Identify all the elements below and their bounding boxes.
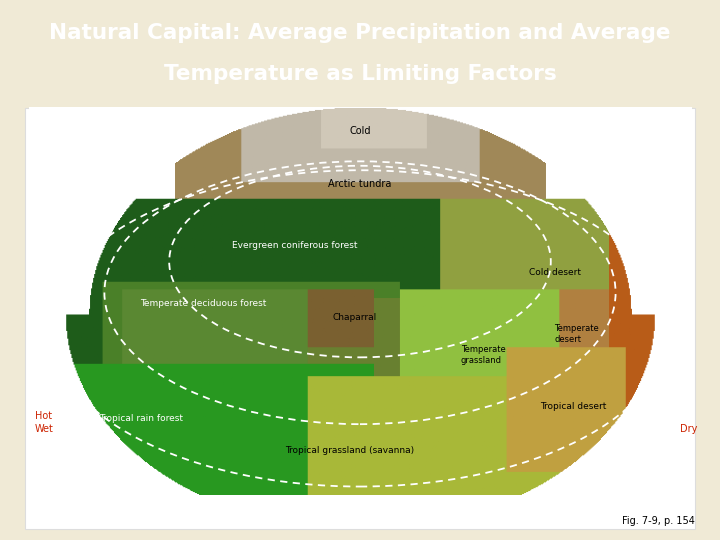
Text: Temperate deciduous forest: Temperate deciduous forest [140, 299, 267, 308]
Text: Tropical desert: Tropical desert [540, 402, 606, 411]
Text: Dry: Dry [680, 423, 698, 434]
Text: Cold desert: Cold desert [529, 268, 581, 277]
Text: Tropical rain forest: Tropical rain forest [99, 414, 184, 423]
Text: Temperate
desert: Temperate desert [554, 325, 599, 344]
Text: Hot: Hot [35, 411, 52, 421]
Text: Temperate
grassland: Temperate grassland [461, 346, 505, 365]
Text: Arctic tundra: Arctic tundra [328, 179, 392, 188]
Text: Tropical grassland (savanna): Tropical grassland (savanna) [284, 446, 414, 455]
Text: Natural Capital: Average Precipitation and Average: Natural Capital: Average Precipitation a… [49, 23, 671, 43]
Text: Fig. 7-9, p. 154: Fig. 7-9, p. 154 [622, 516, 695, 526]
Text: Cold: Cold [349, 126, 371, 136]
FancyBboxPatch shape [25, 108, 695, 529]
Text: Temperature as Limiting Factors: Temperature as Limiting Factors [163, 64, 557, 84]
Text: Wet: Wet [35, 423, 53, 434]
Text: Evergreen coniferous forest: Evergreen coniferous forest [233, 241, 358, 251]
Text: Chaparral: Chaparral [332, 313, 377, 322]
